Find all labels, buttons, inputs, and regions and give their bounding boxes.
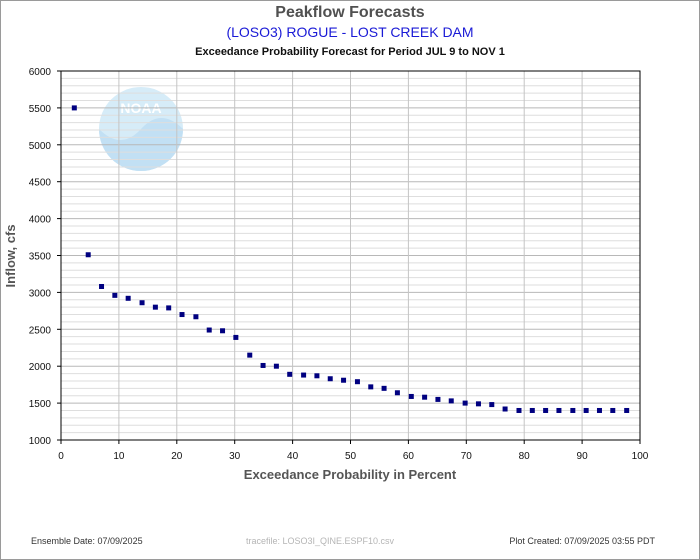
data-point (327, 376, 333, 382)
y-tick-label: 6000 (29, 67, 52, 78)
y-tick-label: 3000 (29, 288, 52, 299)
plot-grid (61, 71, 640, 440)
data-point (394, 390, 400, 396)
y-tick-label: 4000 (29, 215, 52, 226)
data-point (489, 402, 495, 408)
chart-subtitle: (LOSO3) ROGUE - LOST CREEK DAM (226, 24, 474, 40)
chart-title: Peakflow Forecasts (275, 4, 425, 21)
data-point (71, 105, 77, 111)
x-axis-label: Exceedance Probability in Percent (244, 467, 457, 482)
data-point (85, 252, 91, 258)
data-point (166, 305, 172, 311)
x-tick-label: 60 (403, 451, 415, 462)
y-axis-ticks: 1000 1500 2000 2500 3000 3500 4000 4500 5000 5500… (29, 67, 61, 447)
data-point (516, 407, 522, 413)
data-points (71, 105, 630, 413)
x-tick-label: 20 (171, 451, 183, 462)
y-tick-label: 5000 (29, 141, 52, 152)
y-tick-label: 1000 (29, 436, 52, 447)
data-point (610, 407, 616, 413)
data-point (152, 304, 158, 310)
data-point (193, 314, 199, 320)
x-tick-label: 90 (577, 451, 589, 462)
data-point (247, 352, 253, 358)
forecast-period: Exceedance Probability Forecast for Peri… (195, 46, 505, 58)
data-point (341, 377, 347, 383)
data-point (583, 407, 589, 413)
data-point (220, 328, 226, 334)
noaa-logo-icon: NOAA (99, 87, 183, 171)
data-point (125, 295, 131, 301)
data-point (448, 398, 454, 404)
data-point (139, 300, 145, 306)
data-point (273, 363, 279, 369)
data-point (408, 393, 414, 399)
data-point (462, 400, 468, 406)
data-point (206, 327, 212, 333)
data-point (529, 407, 535, 413)
data-point (99, 283, 105, 289)
data-point (435, 396, 441, 402)
data-point (354, 379, 360, 385)
x-axis-ticks: 0 10 20 30 40 50 60 70 80 90 100 (58, 440, 649, 462)
tracefile-name: tracefile: LOSO3I_QINE.ESPF10.csv (246, 536, 395, 546)
ensemble-date: Ensemble Date: 07/09/2025 (31, 536, 143, 546)
data-point (287, 371, 293, 377)
data-point (314, 373, 320, 379)
data-point (112, 292, 118, 298)
data-point (556, 407, 562, 413)
plot-created-date: Plot Created: 07/09/2025 03:55 PDT (509, 536, 655, 546)
y-tick-label: 3500 (29, 252, 52, 263)
x-tick-label: 80 (519, 451, 531, 462)
x-tick-label: 30 (229, 451, 241, 462)
data-point (624, 407, 630, 413)
data-point (543, 407, 549, 413)
x-tick-label: 10 (113, 451, 125, 462)
data-point (179, 312, 185, 318)
x-tick-label: 0 (58, 451, 64, 462)
data-point (596, 407, 602, 413)
x-tick-label: 100 (632, 451, 649, 462)
x-tick-label: 70 (461, 451, 473, 462)
y-tick-label: 2500 (29, 325, 52, 336)
data-point (570, 407, 576, 413)
data-point (422, 394, 428, 400)
y-tick-label: 1500 (29, 399, 52, 410)
x-tick-label: 40 (287, 451, 299, 462)
data-point (301, 372, 307, 378)
y-tick-label: 2000 (29, 362, 52, 373)
data-point (381, 385, 387, 391)
data-point (233, 334, 239, 340)
data-point (368, 384, 374, 390)
y-axis-label: Inflow, cfs (3, 224, 18, 287)
y-tick-label: 5500 (29, 104, 52, 115)
data-point (475, 401, 481, 407)
data-point (260, 362, 266, 368)
data-point (502, 406, 508, 412)
y-tick-label: 4500 (29, 178, 52, 189)
x-tick-label: 50 (345, 451, 357, 462)
